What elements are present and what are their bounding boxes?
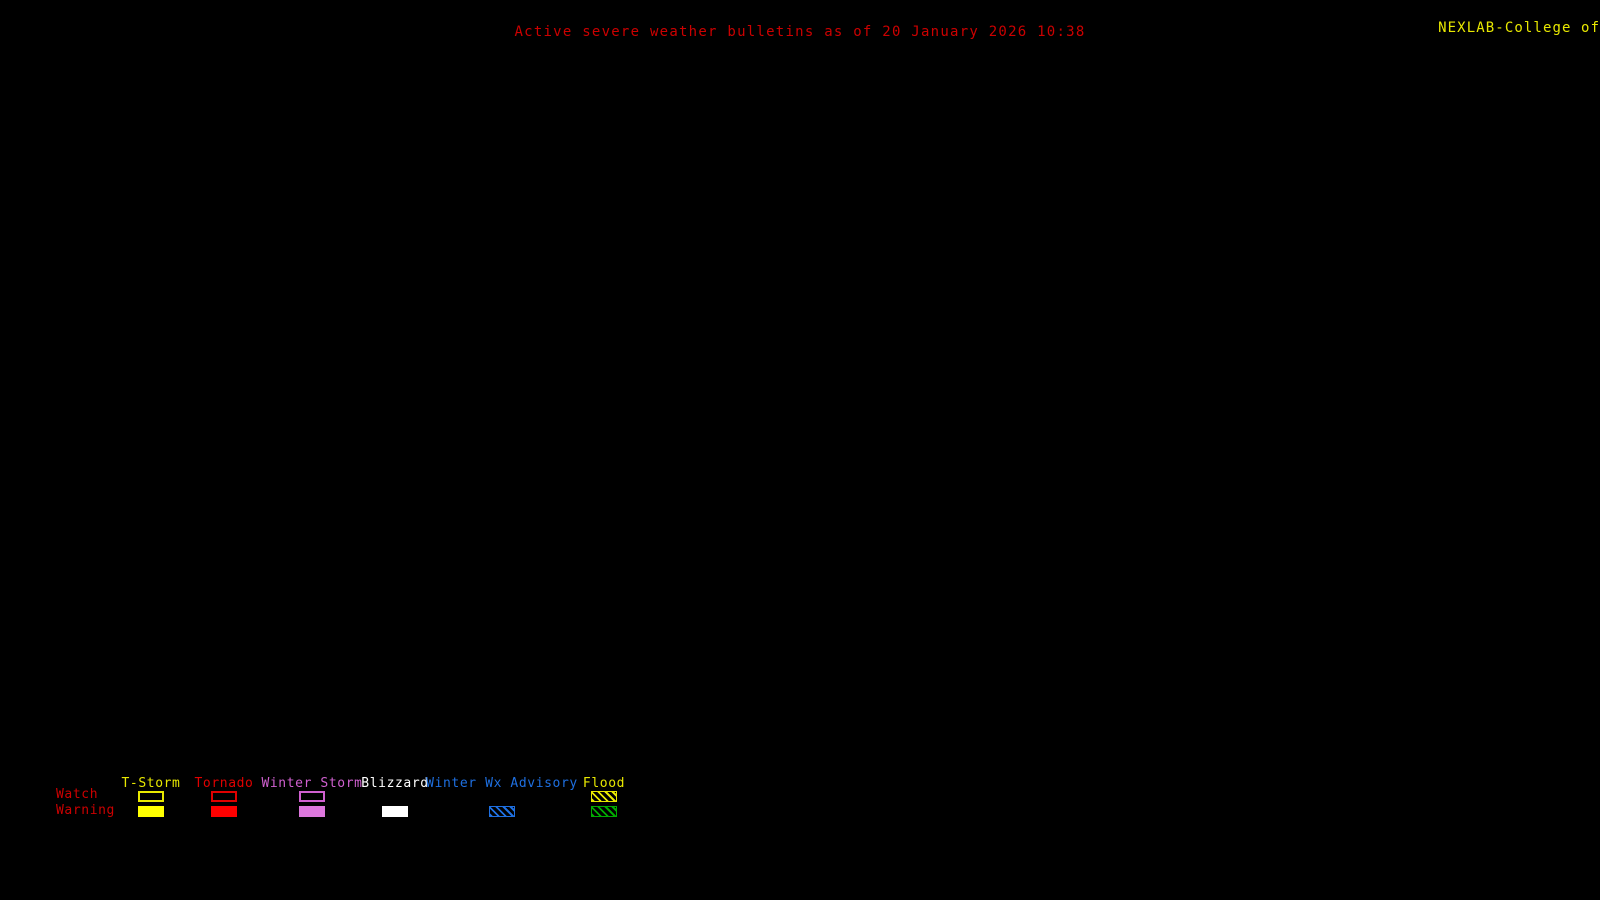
legend-column-tornado: Tornado (195, 775, 253, 835)
brand-label: NEXLAB-College of DuPage ◨ (1390, 4, 1600, 52)
brand-text: NEXLAB-College of DuPage ◨ (1438, 20, 1600, 36)
legend-row-label-warning: Warning (56, 803, 115, 818)
legend-swatch-t-storm-watch (138, 791, 164, 802)
map-canvas[interactable] (0, 44, 1600, 774)
legend-column-winter-storm: Winter Storm (261, 775, 362, 835)
legend-swatch-tornado-warning (211, 806, 237, 817)
legend-label-t-storm: T-Storm (121, 776, 181, 791)
legend-label-tornado: Tornado (194, 776, 254, 791)
legend-column-flood: Flood (581, 775, 627, 835)
legend-swatch-blizzard-warning (382, 806, 408, 817)
legend-swatch-winter-storm-warning (299, 806, 325, 817)
legend-swatch-flood-warning (591, 806, 617, 817)
legend-label-winter-wx-advisory: Winter Wx Advisory (426, 776, 578, 791)
legend-swatch-flood-watch (591, 791, 617, 802)
legend-swatch-t-storm-warning (138, 806, 164, 817)
legend-label-winter-storm: Winter Storm (261, 776, 363, 791)
page-title: Active severe weather bulletins as of 20… (514, 24, 1086, 40)
legend-label-flood: Flood (582, 776, 626, 791)
legend-swatch-winter-storm-watch (299, 791, 325, 802)
legend-column-t-storm: T-Storm (122, 775, 180, 835)
legend: Watch Warning T-Storm Tornado Winter Storm… (0, 775, 1600, 835)
legend-swatch-tornado-watch (211, 791, 237, 802)
legend-column-blizzard: Blizzard (361, 775, 429, 835)
legend-label-blizzard: Blizzard (361, 776, 429, 791)
legend-swatch-winter-wx-advisory-warning (489, 806, 515, 817)
page-title-bar: Active severe weather bulletins as of 20… (0, 21, 1600, 40)
legend-row-label-watch: Watch (56, 787, 99, 802)
legend-column-winter-wx-advisory: Winter Wx Advisory (426, 775, 577, 835)
